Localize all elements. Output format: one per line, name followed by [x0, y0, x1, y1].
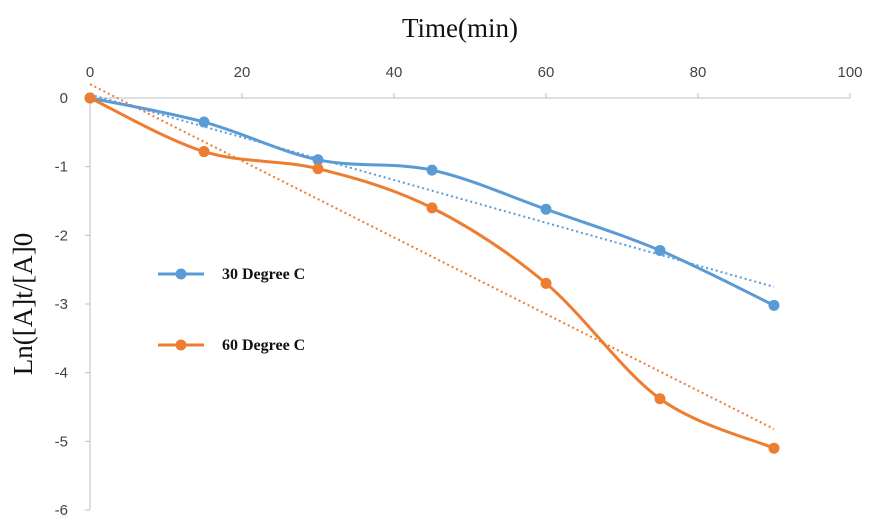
legend-label: 30 Degree C — [222, 266, 305, 283]
x-tick-label: 80 — [690, 64, 707, 81]
legend-label: 60 Degree C — [222, 337, 305, 354]
series-2 — [84, 92, 780, 454]
legend-swatch-marker — [175, 339, 187, 351]
legend-swatch-marker — [175, 268, 187, 280]
trendline — [89, 93, 775, 288]
x-tick-label: 0 — [86, 64, 94, 81]
legend-item: 60 Degree C — [158, 337, 305, 354]
x-tick-label: 60 — [538, 64, 555, 81]
ticks-group: 0 20 40 60 80 100 0 -1 -2 -3 -4 -5 -6 — [55, 64, 863, 519]
data-point — [768, 299, 780, 311]
data-point — [84, 92, 96, 104]
data-point — [312, 163, 324, 175]
series-1 — [84, 92, 780, 311]
x-tick-label: 100 — [837, 64, 862, 81]
x-axis-title: Time(min) — [402, 13, 518, 43]
trendlines-group — [89, 83, 775, 430]
legend-item: 30 Degree C — [158, 266, 305, 283]
y-tick-label: -4 — [55, 365, 68, 382]
data-point — [198, 146, 210, 158]
data-point — [540, 277, 552, 289]
data-point — [654, 244, 666, 256]
data-point — [198, 116, 210, 128]
y-axis-title: Ln([A]t/[A]0 — [8, 233, 38, 375]
y-tick-label: -6 — [55, 502, 68, 519]
x-tick-label: 20 — [234, 64, 251, 81]
y-tick-label: 0 — [60, 90, 68, 107]
legend: 30 Degree C 60 Degree C — [158, 266, 305, 354]
data-point — [654, 393, 666, 405]
y-tick-label: -3 — [55, 296, 68, 313]
y-tick-label: -2 — [55, 227, 68, 244]
x-tick-label: 40 — [386, 64, 403, 81]
y-tick-label: -1 — [55, 159, 68, 176]
data-point — [768, 442, 780, 454]
data-point — [426, 164, 438, 176]
axes-group — [89, 97, 850, 510]
series-group — [84, 92, 780, 454]
data-point — [312, 154, 324, 166]
y-tick-label: -5 — [55, 433, 68, 450]
data-point — [426, 202, 438, 214]
data-point — [540, 203, 552, 215]
